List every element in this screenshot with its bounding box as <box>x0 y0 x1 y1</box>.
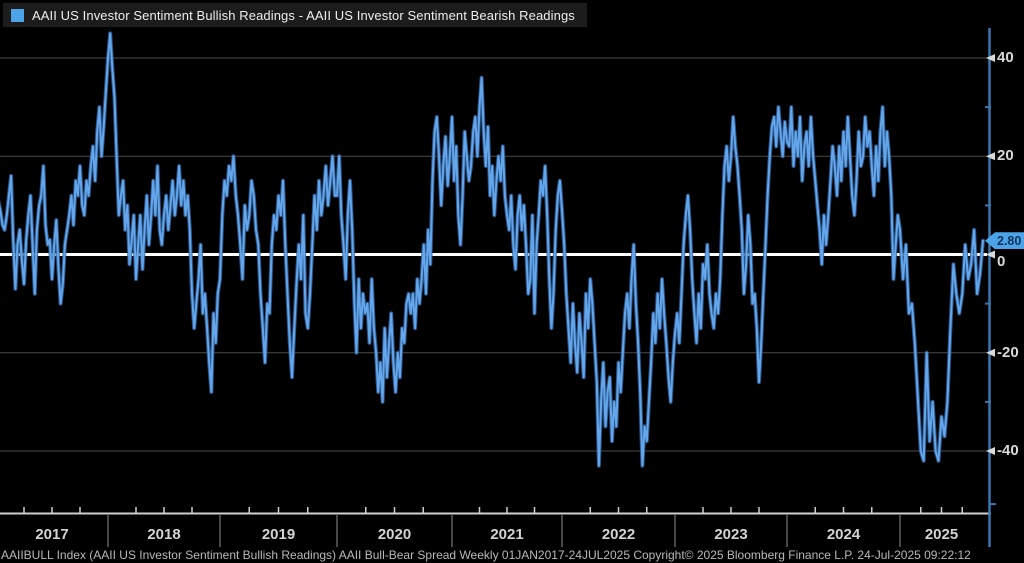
y-axis-tick-label: 40 <box>997 49 1014 66</box>
x-axis-year-label: 2020 <box>377 526 412 543</box>
x-axis-year-label: 2018 <box>147 526 181 543</box>
series-legend-label: AAII US Investor Sentiment Bullish Readi… <box>32 7 575 23</box>
y-axis-tick-label: 20 <box>997 147 1014 165</box>
x-axis-year-label: 2019 <box>261 526 296 543</box>
x-axis-year-label: 2022 <box>601 526 636 543</box>
last-value-text: 2.80 <box>997 233 1022 248</box>
x-axis-year-label: 2023 <box>714 526 748 543</box>
x-axis-year-label: 2017 <box>35 526 69 543</box>
x-axis-year-label: 2025 <box>924 526 959 543</box>
chart-legend[interactable]: AAII US Investor Sentiment Bullish Readi… <box>3 3 587 27</box>
last-value-tag: 2.80 <box>985 232 1024 250</box>
x-axis-year-label: 2021 <box>490 526 524 543</box>
series-marker-icon <box>11 8 24 22</box>
x-axis-year-label: 2024 <box>826 526 861 543</box>
y-axis-tick-label: 0 <box>997 252 1006 270</box>
chart-footer-text: AAIIBULL Index (AAII US Investor Sentime… <box>1 548 971 562</box>
y-axis-tick-label: -40 <box>997 442 1019 459</box>
y-axis-tick-label: -20 <box>997 343 1019 361</box>
